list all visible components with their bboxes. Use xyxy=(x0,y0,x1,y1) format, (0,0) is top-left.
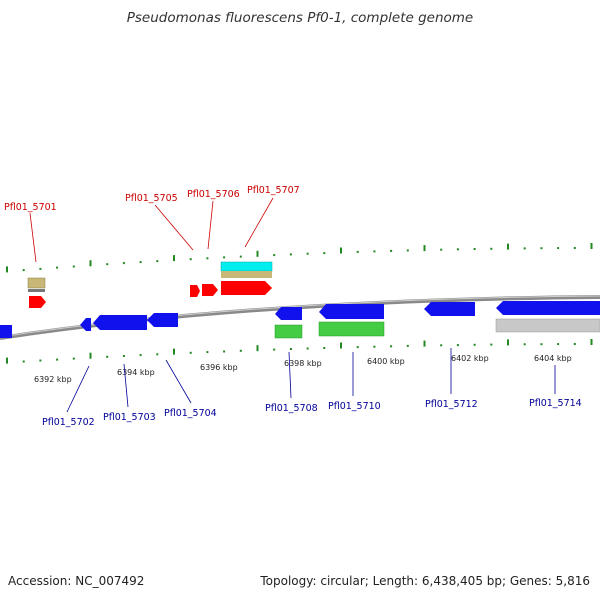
outer-tick-row xyxy=(6,243,593,273)
label-pfl01-5706[interactable]: Pfl01_5706 xyxy=(187,189,240,200)
label-pfl01-5708[interactable]: Pfl01_5708 xyxy=(265,403,318,414)
gene-pfl01-5710-green[interactable] xyxy=(318,321,385,337)
label-pfl01-5705[interactable]: Pfl01_5705 xyxy=(125,193,178,204)
gene-pfl01-5708-green[interactable] xyxy=(274,324,303,339)
gene-pfl01-5707[interactable] xyxy=(221,281,272,295)
gene-pfl01-5707-cyan[interactable] xyxy=(220,261,273,272)
label-pfl01-5703[interactable]: Pfl01_5703 xyxy=(103,412,156,423)
leader-pfl01-5707 xyxy=(244,197,274,248)
genome-summary-text: Topology: circular; Length: 6,438,405 bp… xyxy=(260,574,590,588)
ruler-label-6400: 6400 kbp xyxy=(367,357,405,366)
label-pfl01-5714[interactable]: Pfl01_5714 xyxy=(529,398,582,409)
ruler-label-6394: 6394 kbp xyxy=(117,368,155,377)
gene-pfl01-5705[interactable] xyxy=(190,285,200,297)
ruler-label-6396: 6396 kbp xyxy=(200,363,238,372)
label-pfl01-5712[interactable]: Pfl01_5712 xyxy=(425,399,478,410)
gene-pfl01-5706[interactable] xyxy=(202,284,218,296)
ruler-label-6402: 6402 kbp xyxy=(451,354,489,363)
map-title: Pseudomonas fluorescens Pf0-1, complete … xyxy=(126,10,474,26)
leader-pfl01-5702 xyxy=(66,365,90,413)
gene-pfl01-5704[interactable] xyxy=(147,313,178,327)
gene-pfl01-5708[interactable] xyxy=(275,307,302,320)
leader-pfl01-5705 xyxy=(154,204,194,251)
gene-left-edge[interactable] xyxy=(0,325,12,338)
label-pfl01-5701[interactable]: Pfl01_5701 xyxy=(4,202,57,213)
gene-pfl01-5703[interactable] xyxy=(93,315,147,330)
label-pfl01-5707[interactable]: Pfl01_5707 xyxy=(247,185,300,196)
leader-pfl01-5706 xyxy=(207,200,214,250)
leader-pfl01-5701 xyxy=(29,212,37,263)
leader-pfl01-5704 xyxy=(165,359,192,404)
gene-pfl01-5714[interactable] xyxy=(496,301,600,315)
gene-pfl01-5702[interactable] xyxy=(80,318,91,331)
gene-pfl01-5701[interactable] xyxy=(29,296,46,308)
leader-pfl01-5708 xyxy=(288,351,292,399)
genome-backbone-highlight xyxy=(0,295,600,338)
label-pfl01-5704[interactable]: Pfl01_5704 xyxy=(164,408,217,419)
accession-text: Accession: NC_007492 xyxy=(8,574,145,588)
genome-backbone xyxy=(0,295,600,340)
gene-pfl01-5710[interactable] xyxy=(319,304,384,319)
leader-pfl01-5703 xyxy=(123,363,129,408)
inner-tick-row xyxy=(6,339,593,364)
label-pfl01-5702[interactable]: Pfl01_5702 xyxy=(42,417,95,428)
ruler-label-6398: 6398 kbp xyxy=(284,359,322,368)
gene-pfl01-5714-grey[interactable] xyxy=(495,318,600,333)
label-pfl01-5710[interactable]: Pfl01_5710 xyxy=(328,401,381,412)
gene-pfl01-5707-tan[interactable] xyxy=(221,271,272,278)
gene-pfl01-5701-grey xyxy=(28,289,45,292)
gene-pfl01-5712[interactable] xyxy=(424,302,475,316)
gene-pfl01-5701-tan[interactable] xyxy=(27,277,46,289)
ruler-label-6392: 6392 kbp xyxy=(34,375,72,384)
ruler-label-6404: 6404 kbp xyxy=(534,354,572,363)
